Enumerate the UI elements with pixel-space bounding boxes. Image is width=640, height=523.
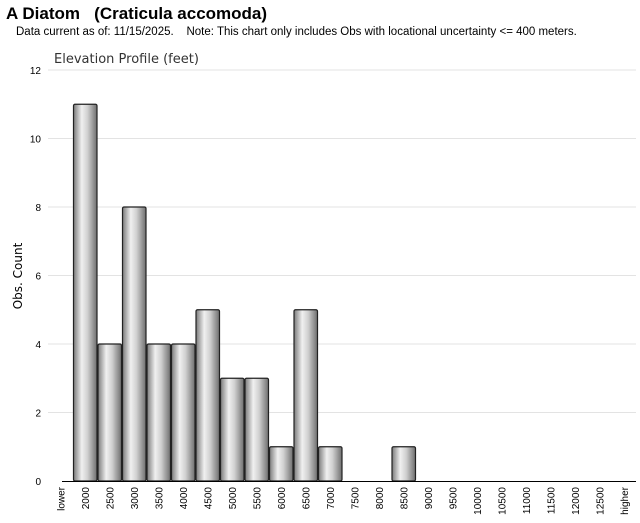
bar-2000 <box>72 103 98 482</box>
x-tick-label: 11500 <box>546 487 557 515</box>
y-tick-label: 10 <box>30 135 42 146</box>
x-tick-label: 10500 <box>497 487 508 515</box>
x-tick-label: 8500 <box>399 487 410 510</box>
x-tick-label: higher <box>620 486 631 514</box>
bar-3000 <box>121 206 147 482</box>
y-tick-label: 4 <box>35 340 41 351</box>
y-tick-label: 12 <box>30 66 42 77</box>
bars <box>72 103 417 482</box>
bar-8500 <box>391 446 417 482</box>
chart-title: Elevation Profile (feet) <box>54 52 199 67</box>
y-tick-labels: 0 2 4 6 8 10 12 <box>30 66 42 488</box>
y-tick-label: 2 <box>35 409 41 420</box>
y-axis-label: Obs. Count <box>11 242 25 309</box>
y-tick-label: 8 <box>35 203 41 214</box>
bar-6500 <box>293 309 319 482</box>
x-tick-label: 6500 <box>301 487 312 510</box>
x-tick-label: 7500 <box>350 487 361 510</box>
x-tick-label: 5000 <box>228 487 239 510</box>
bar-5500 <box>244 377 270 482</box>
x-tick-label: 11000 <box>522 487 533 515</box>
x-tick-label: 4500 <box>203 487 214 510</box>
x-tick-label: 4000 <box>179 487 190 510</box>
x-tick-labels: lower 2000 2500 3000 3500 4000 4500 5000 5500 600… <box>56 486 631 514</box>
page-title: A Diatom (Craticula accomoda) <box>6 4 268 23</box>
bar-5000 <box>219 377 245 482</box>
bar-4000 <box>170 343 196 482</box>
x-tick-label: lower <box>56 486 67 511</box>
x-tick-label: 2000 <box>81 487 92 510</box>
x-tick-label: 3500 <box>154 487 165 510</box>
bar-6000 <box>268 446 294 482</box>
x-tick-label: 12000 <box>571 487 582 515</box>
x-tick-label: 5500 <box>252 487 263 510</box>
x-tick-label: 6000 <box>277 487 288 510</box>
y-tick-label: 0 <box>35 477 41 488</box>
x-tick-label: 10000 <box>473 487 484 515</box>
bar-3500 <box>146 343 172 482</box>
x-tick-label: 7000 <box>326 487 337 510</box>
x-tick-label: 9000 <box>424 487 435 510</box>
y-tick-label: 6 <box>35 272 41 283</box>
bar-7000 <box>317 446 343 482</box>
x-tick-label: 9500 <box>448 487 459 510</box>
x-tick-label: 8000 <box>375 487 386 510</box>
x-tick-label: 12500 <box>595 487 606 515</box>
x-tick-label: 3000 <box>130 487 141 510</box>
data-note: Data current as of: 11/15/2025. Note: Th… <box>16 26 577 38</box>
bar-4500 <box>195 309 221 482</box>
bar-2500 <box>97 343 123 482</box>
x-tick-label: 2500 <box>105 487 116 510</box>
